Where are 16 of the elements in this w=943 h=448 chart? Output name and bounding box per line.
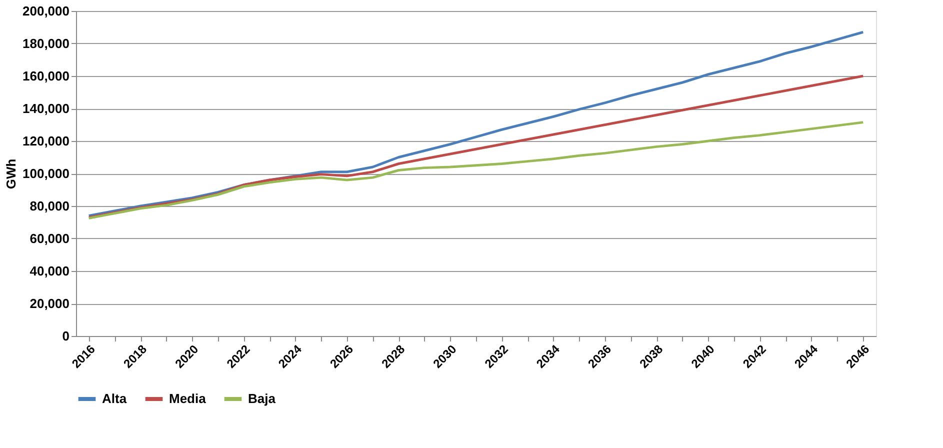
y-tick-label: 0 xyxy=(62,328,70,344)
y-tick-label: 100,000 xyxy=(22,166,70,181)
y-tick-label: 60,000 xyxy=(30,231,70,246)
y-axis-title: GWh xyxy=(4,158,19,190)
y-tick-label: 80,000 xyxy=(30,198,70,214)
legend-label: Baja xyxy=(248,391,276,406)
legend-label: Alta xyxy=(102,391,128,406)
y-tick-label: 120,000 xyxy=(22,134,70,148)
legend-label: Media xyxy=(169,391,207,406)
y-tick-label: 40,000 xyxy=(30,264,70,278)
line-series xyxy=(88,121,864,220)
y-tick-label: 160,000 xyxy=(22,68,70,84)
y-tick-label: 180,000 xyxy=(22,36,70,51)
y-tick-label: 200,000 xyxy=(22,4,70,18)
y-tick-label: 20,000 xyxy=(30,296,70,311)
y-tick-label: 140,000 xyxy=(22,101,70,116)
